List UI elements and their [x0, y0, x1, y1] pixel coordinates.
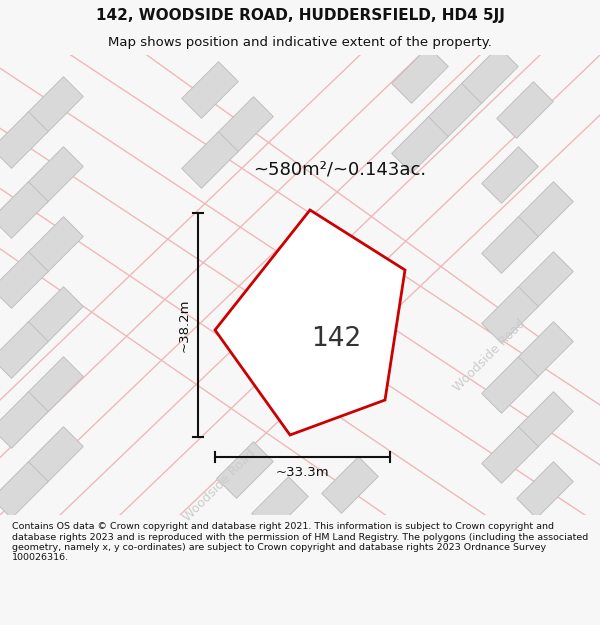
- Polygon shape: [322, 457, 378, 513]
- Polygon shape: [215, 210, 405, 435]
- Polygon shape: [252, 477, 308, 533]
- Polygon shape: [0, 182, 48, 238]
- Polygon shape: [482, 147, 538, 203]
- Text: Woodside Road: Woodside Road: [181, 446, 259, 524]
- Polygon shape: [0, 252, 48, 308]
- Polygon shape: [392, 117, 448, 173]
- Polygon shape: [517, 322, 573, 378]
- Polygon shape: [497, 82, 553, 138]
- Polygon shape: [0, 462, 48, 518]
- Polygon shape: [27, 147, 83, 203]
- Polygon shape: [27, 357, 83, 413]
- Text: ~33.3m: ~33.3m: [275, 466, 329, 479]
- Polygon shape: [462, 47, 518, 103]
- Polygon shape: [217, 442, 273, 498]
- Text: ~38.2m: ~38.2m: [178, 298, 191, 352]
- Polygon shape: [0, 392, 48, 448]
- Polygon shape: [182, 132, 238, 188]
- Text: Contains OS data © Crown copyright and database right 2021. This information is : Contains OS data © Crown copyright and d…: [12, 522, 588, 562]
- Polygon shape: [27, 287, 83, 343]
- Polygon shape: [482, 357, 538, 413]
- Polygon shape: [482, 287, 538, 343]
- Polygon shape: [517, 462, 573, 518]
- Polygon shape: [27, 427, 83, 483]
- Text: Woodside Road: Woodside Road: [451, 316, 529, 394]
- Polygon shape: [517, 252, 573, 308]
- Text: Map shows position and indicative extent of the property.: Map shows position and indicative extent…: [108, 36, 492, 49]
- Polygon shape: [517, 392, 573, 448]
- Polygon shape: [0, 112, 48, 168]
- Polygon shape: [27, 77, 83, 133]
- Polygon shape: [392, 47, 448, 103]
- Polygon shape: [0, 322, 48, 378]
- Polygon shape: [427, 82, 483, 138]
- Text: 142: 142: [311, 326, 361, 352]
- Polygon shape: [217, 97, 273, 153]
- Polygon shape: [182, 62, 238, 118]
- Polygon shape: [482, 427, 538, 483]
- Polygon shape: [517, 182, 573, 238]
- Text: 142, WOODSIDE ROAD, HUDDERSFIELD, HD4 5JJ: 142, WOODSIDE ROAD, HUDDERSFIELD, HD4 5J…: [95, 8, 505, 23]
- Polygon shape: [27, 217, 83, 273]
- Polygon shape: [482, 217, 538, 273]
- Text: ~580m²/~0.143ac.: ~580m²/~0.143ac.: [253, 161, 427, 179]
